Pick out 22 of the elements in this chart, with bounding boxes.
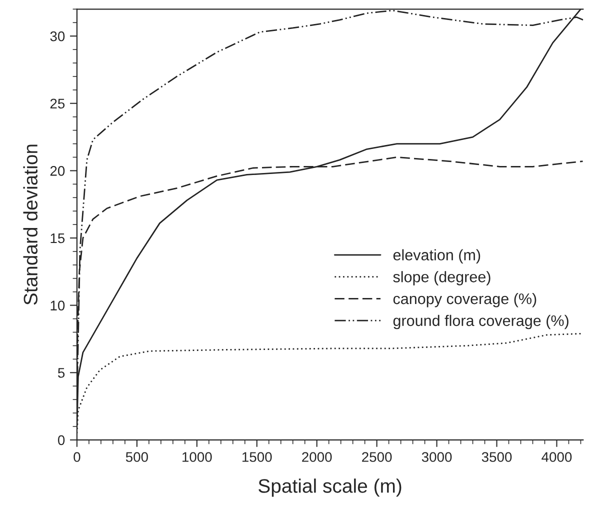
x-tick-label: 1000 bbox=[182, 452, 212, 462]
x-axis-title: Spatial scale (m) bbox=[258, 478, 402, 497]
legend-label: slope (degree) bbox=[393, 271, 490, 286]
y-tick-label: 30 bbox=[50, 31, 65, 42]
x-tick-label: 4000 bbox=[542, 452, 572, 462]
x-tick-label: 1500 bbox=[242, 452, 272, 462]
x-tick-label: 3500 bbox=[482, 452, 512, 462]
x-tick-label: 500 bbox=[126, 452, 148, 462]
y-tick-label: 15 bbox=[50, 233, 65, 244]
y-tick-label: 10 bbox=[50, 300, 65, 310]
y-tick-label: 20 bbox=[50, 166, 65, 176]
y-tick-label: 5 bbox=[58, 368, 65, 378]
x-tick-label: 2000 bbox=[302, 452, 332, 462]
y-tick-label: 25 bbox=[50, 98, 65, 109]
legend-label: elevation (m) bbox=[393, 249, 480, 264]
legend-label: ground flora coverage (%) bbox=[393, 314, 568, 330]
y-tick-label: 0 bbox=[58, 435, 65, 446]
y-axis-title: Standard deviation bbox=[23, 144, 38, 305]
x-tick-label: 2500 bbox=[362, 452, 392, 462]
legend-label: canopy coverage (%) bbox=[393, 292, 536, 308]
x-tick-label: 0 bbox=[74, 452, 80, 462]
x-tick-label: 3000 bbox=[422, 452, 452, 462]
